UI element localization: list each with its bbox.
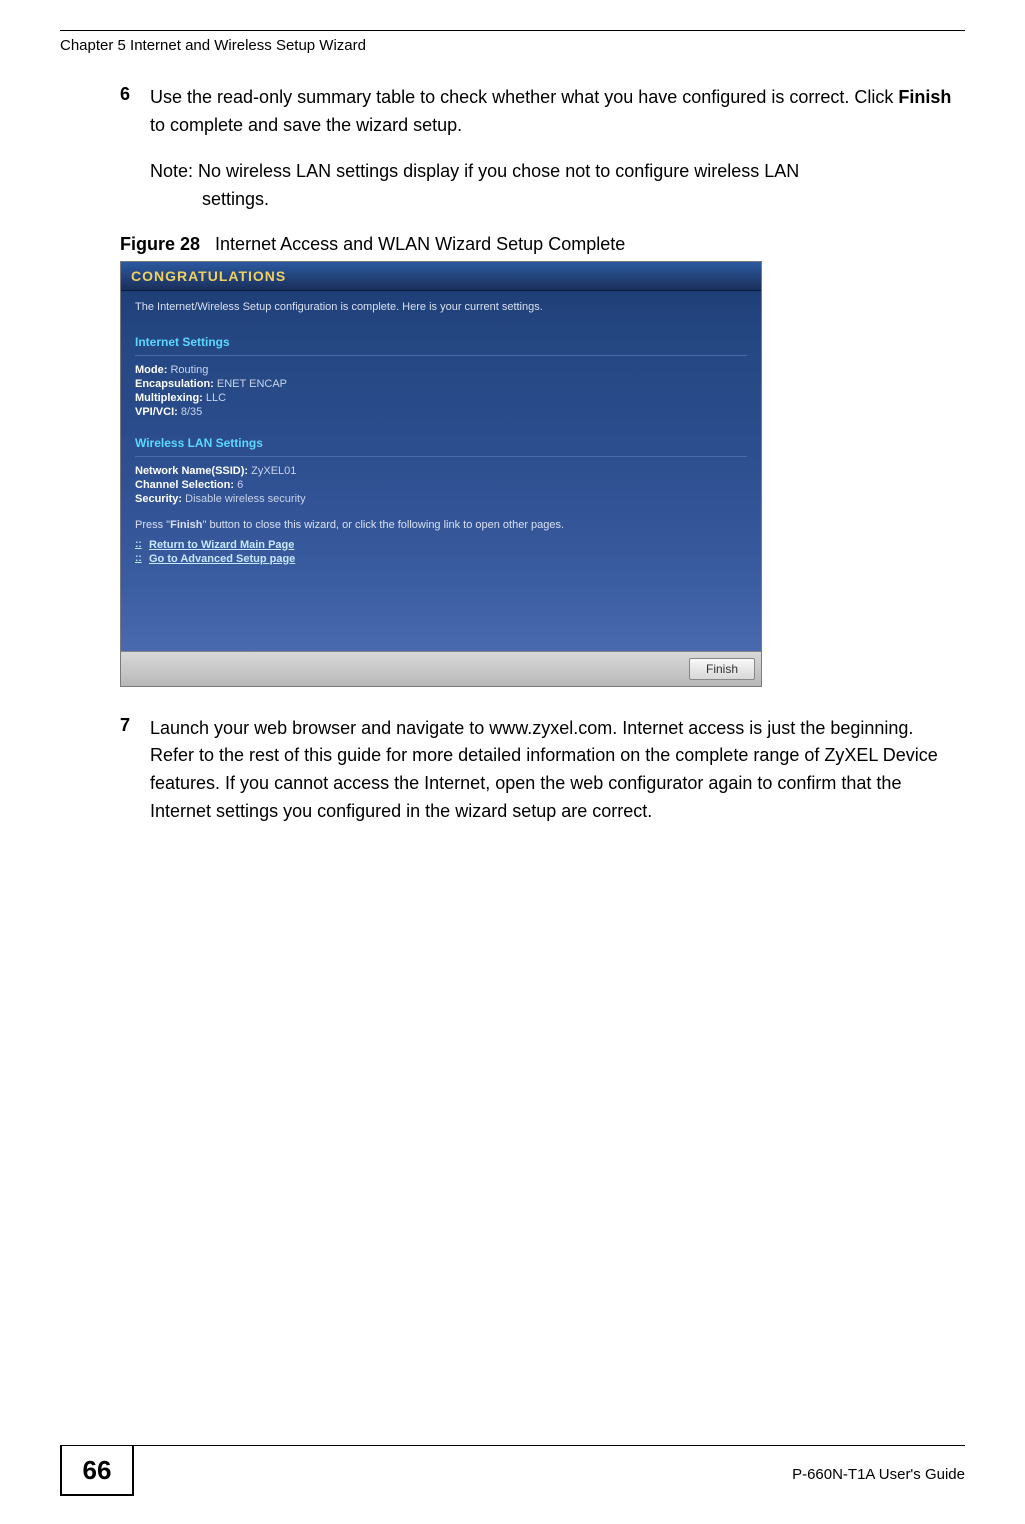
encap-value: ENET ENCAP: [217, 378, 287, 390]
ssid-label: Network Name(SSID):: [135, 465, 248, 477]
press-bold: Finish: [170, 519, 202, 531]
vpi-label: VPI/VCI:: [135, 406, 178, 418]
step6-after: to complete and save the wizard setup.: [150, 115, 462, 135]
step-7-text: Launch your web browser and navigate to …: [150, 715, 960, 827]
finish-button[interactable]: Finish: [689, 658, 755, 680]
mode-label: Mode:: [135, 364, 167, 376]
ssid-value: ZyXEL01: [251, 465, 296, 477]
guide-name: P-660N-T1A User's Guide: [792, 1460, 965, 1483]
step-number-6: 6: [120, 84, 150, 140]
bullet-icon: ::: [135, 555, 143, 563]
figure-label: Figure 28: [120, 234, 200, 254]
note-line2: settings.: [150, 186, 960, 214]
link-advanced-setup[interactable]: :: Go to Advanced Setup page: [135, 553, 747, 565]
step-number-7: 7: [120, 715, 150, 827]
link2-text: Go to Advanced Setup page: [149, 553, 295, 565]
mode-value: Routing: [170, 364, 208, 376]
press-line: Press "Finish" button to close this wiza…: [135, 519, 747, 531]
note-prefix: Note:: [150, 161, 198, 181]
mux-value: LLC: [206, 392, 226, 404]
security-label: Security:: [135, 493, 182, 505]
press-before: Press ": [135, 519, 170, 531]
channel-value: 6: [237, 479, 243, 491]
vpi-value: 8/35: [181, 406, 202, 418]
step6-bold: Finish: [898, 87, 951, 107]
page-number: 66: [60, 1446, 134, 1496]
step-6-text: Use the read-only summary table to check…: [150, 84, 960, 140]
wizard-screenshot: CONGRATULATIONS The Internet/Wireless Se…: [120, 261, 762, 687]
wizard-title: CONGRATULATIONS: [121, 262, 761, 291]
wizard-subtitle: The Internet/Wireless Setup configuratio…: [121, 291, 761, 329]
channel-label: Channel Selection:: [135, 479, 234, 491]
press-after: " button to close this wizard, or click …: [202, 519, 564, 531]
security-value: Disable wireless security: [185, 493, 305, 505]
bullet-icon: ::: [135, 541, 143, 549]
wlan-settings-header: Wireless LAN Settings: [135, 430, 747, 457]
note-block: Note: No wireless LAN settings display i…: [150, 158, 960, 214]
mux-label: Multiplexing:: [135, 392, 203, 404]
encap-label: Encapsulation:: [135, 378, 214, 390]
step6-before: Use the read-only summary table to check…: [150, 87, 898, 107]
running-head: Chapter 5 Internet and Wireless Setup Wi…: [60, 37, 965, 54]
note-line1: No wireless LAN settings display if you …: [198, 161, 799, 181]
figure-caption-text: Internet Access and WLAN Wizard Setup Co…: [215, 234, 625, 254]
link-return-wizard[interactable]: :: Return to Wizard Main Page: [135, 539, 747, 551]
figure-caption: Figure 28 Internet Access and WLAN Wizar…: [120, 234, 965, 255]
link1-text: Return to Wizard Main Page: [149, 539, 294, 551]
internet-settings-header: Internet Settings: [135, 329, 747, 356]
